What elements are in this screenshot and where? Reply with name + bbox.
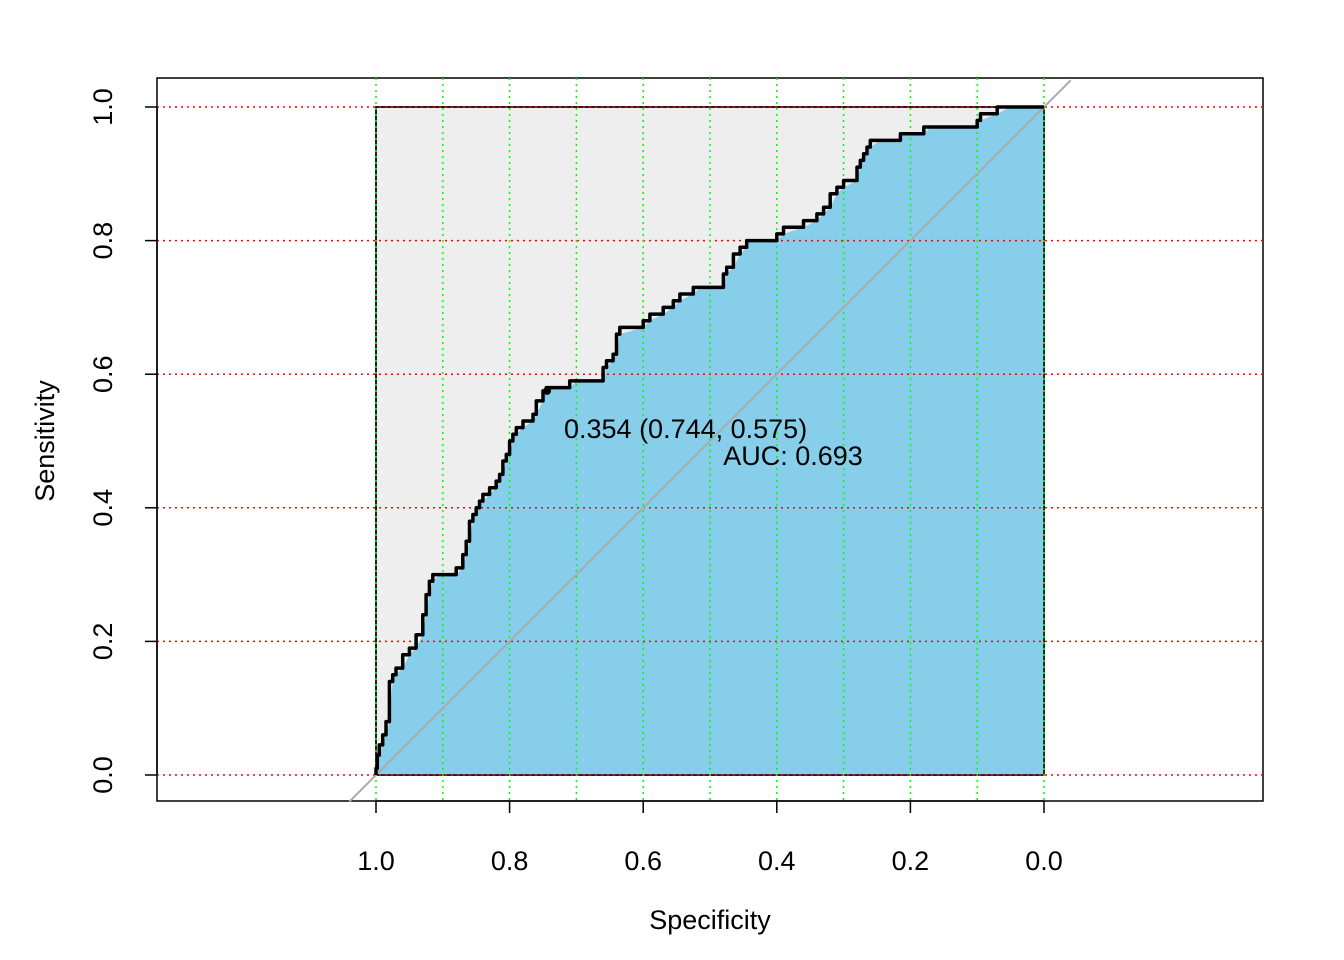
y-tick-label: 0.6 <box>88 355 118 393</box>
axis-ticks: 1.0 0.8 0.6 0.4 0.2 0.0 0.0 0.2 0.4 0.6 0.8 1.0 <box>88 88 1063 876</box>
threshold-label: 0.354 (0.744, 0.575) <box>564 414 807 444</box>
y-tick-label: 0.2 <box>88 623 118 661</box>
grid-lines <box>157 78 1263 801</box>
x-tick-label: 0.6 <box>624 846 662 876</box>
x-tick-label: 1.0 <box>357 846 395 876</box>
y-tick-label: 0.4 <box>88 489 118 527</box>
identity-diagonal <box>348 79 1072 803</box>
x-tick-label: 0.0 <box>1025 846 1063 876</box>
y-axis-label: Sensitivity <box>30 380 60 502</box>
x-axis-label: Specificity <box>649 905 771 935</box>
y-tick-label: 0.8 <box>88 222 118 260</box>
x-tick-label: 0.4 <box>758 846 796 876</box>
x-tick-label: 0.8 <box>491 846 529 876</box>
y-tick-label: 0.0 <box>88 756 118 794</box>
identity-line <box>348 79 1072 803</box>
threshold-point <box>543 386 552 395</box>
y-tick-label: 1.0 <box>88 88 118 126</box>
x-tick-label: 0.2 <box>892 846 930 876</box>
auc-label: AUC: 0.693 <box>723 441 863 471</box>
roc-curve <box>374 105 1044 775</box>
roc-curve-line <box>374 105 1044 775</box>
